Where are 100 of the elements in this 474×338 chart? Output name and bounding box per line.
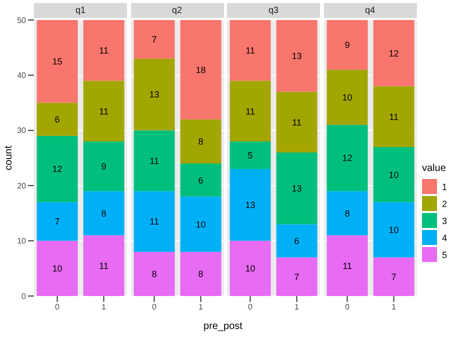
bar bbox=[230, 20, 271, 81]
data-label: 7 bbox=[151, 34, 156, 45]
bar bbox=[133, 191, 174, 252]
legend-label: 3 bbox=[442, 216, 448, 226]
x-tick-label: 0 bbox=[152, 302, 157, 312]
bar bbox=[36, 202, 78, 241]
data-label: 8 bbox=[198, 269, 203, 280]
data-label: 13 bbox=[292, 184, 302, 194]
data-label: 11 bbox=[342, 260, 352, 271]
y-axis-title: count bbox=[4, 146, 15, 170]
chart-title: q2 bbox=[130, 3, 224, 18]
data-label: 9 bbox=[344, 40, 350, 50]
legend-label: 5 bbox=[442, 250, 448, 260]
data-label: 13 bbox=[245, 200, 256, 210]
bar bbox=[372, 146, 414, 202]
data-label: 10 bbox=[342, 92, 352, 102]
data-label: 10 bbox=[245, 264, 256, 274]
bar bbox=[180, 20, 221, 120]
data-label: 6 bbox=[54, 114, 60, 125]
bar bbox=[36, 136, 78, 202]
bar bbox=[326, 191, 368, 236]
bar bbox=[276, 257, 318, 296]
data-label: 13 bbox=[292, 51, 302, 62]
bar bbox=[372, 257, 414, 296]
data-label: 8 bbox=[101, 208, 106, 218]
bar bbox=[326, 70, 368, 125]
bar bbox=[372, 202, 414, 258]
data-label: 10 bbox=[52, 264, 62, 274]
x-tick-label: 1 bbox=[391, 302, 396, 312]
y-tick-label: 50 bbox=[17, 16, 27, 25]
y-tick-label: 30 bbox=[17, 126, 27, 136]
bar bbox=[326, 20, 368, 70]
data-label: 8 bbox=[198, 136, 203, 147]
bar bbox=[230, 80, 271, 142]
chart-title: q4 bbox=[324, 3, 416, 18]
data-label: 12 bbox=[388, 48, 398, 58]
bar bbox=[372, 86, 414, 147]
legend-label: 4 bbox=[442, 232, 448, 242]
data-label: 10 bbox=[388, 224, 398, 235]
data-label: 11 bbox=[99, 260, 108, 271]
data-label: 7 bbox=[54, 216, 60, 227]
bar bbox=[133, 130, 174, 192]
bar bbox=[180, 119, 221, 164]
chart-title: q1 bbox=[34, 3, 127, 18]
bar bbox=[326, 124, 368, 192]
data-label: 6 bbox=[198, 175, 203, 186]
x-tick-label: 0 bbox=[344, 302, 350, 312]
data-label: 10 bbox=[195, 219, 206, 230]
data-label: 11 bbox=[246, 106, 255, 116]
data-label: 12 bbox=[342, 153, 352, 164]
bar bbox=[133, 20, 174, 59]
bar bbox=[230, 169, 271, 241]
bar bbox=[230, 240, 271, 296]
bar bbox=[83, 141, 124, 192]
bar bbox=[83, 191, 124, 236]
y-tick-label: 0 bbox=[22, 292, 27, 301]
data-label: 7 bbox=[294, 272, 300, 282]
bar bbox=[276, 224, 318, 258]
data-label: 9 bbox=[101, 161, 106, 172]
x-tick-label: 1 bbox=[198, 302, 204, 312]
bar bbox=[276, 92, 318, 152]
bar bbox=[36, 240, 78, 296]
bar bbox=[83, 235, 124, 296]
bar bbox=[36, 20, 78, 103]
bar bbox=[276, 152, 318, 224]
data-label: 11 bbox=[149, 216, 158, 227]
data-label: 10 bbox=[388, 170, 398, 180]
bar bbox=[133, 58, 174, 130]
data-label: 8 bbox=[344, 208, 350, 218]
data-label: 18 bbox=[195, 64, 206, 75]
x-tick-label: 0 bbox=[248, 302, 254, 312]
y-tick-label: 20 bbox=[17, 181, 27, 190]
x-axis-title: pre_post bbox=[202, 321, 244, 332]
bar bbox=[83, 80, 124, 142]
data-label: 12 bbox=[52, 164, 62, 174]
data-label: 13 bbox=[148, 90, 159, 100]
x-tick-label: 1 bbox=[294, 302, 300, 312]
data-label: 5 bbox=[248, 150, 253, 160]
data-label: 15 bbox=[52, 56, 62, 67]
legend-label: 1 bbox=[442, 182, 448, 192]
bar bbox=[36, 102, 78, 136]
bar bbox=[326, 235, 368, 296]
x-tick-label: 0 bbox=[55, 302, 60, 312]
legend-title: value bbox=[422, 163, 447, 174]
data-label: 11 bbox=[149, 156, 158, 166]
y-tick-label: 40 bbox=[17, 71, 27, 80]
bar bbox=[133, 252, 174, 296]
data-label: 11 bbox=[246, 46, 255, 56]
x-tick-label: 1 bbox=[102, 302, 107, 312]
bar bbox=[276, 20, 318, 92]
data-label: 11 bbox=[99, 46, 108, 56]
data-label: 7 bbox=[390, 272, 396, 282]
bar bbox=[83, 20, 124, 81]
bar bbox=[372, 20, 414, 86]
data-label: 11 bbox=[292, 117, 302, 128]
bar bbox=[180, 196, 221, 252]
bar bbox=[180, 164, 221, 197]
data-label: 8 bbox=[151, 269, 156, 280]
y-tick-label: 10 bbox=[17, 236, 27, 246]
chart-title: q3 bbox=[227, 3, 320, 18]
